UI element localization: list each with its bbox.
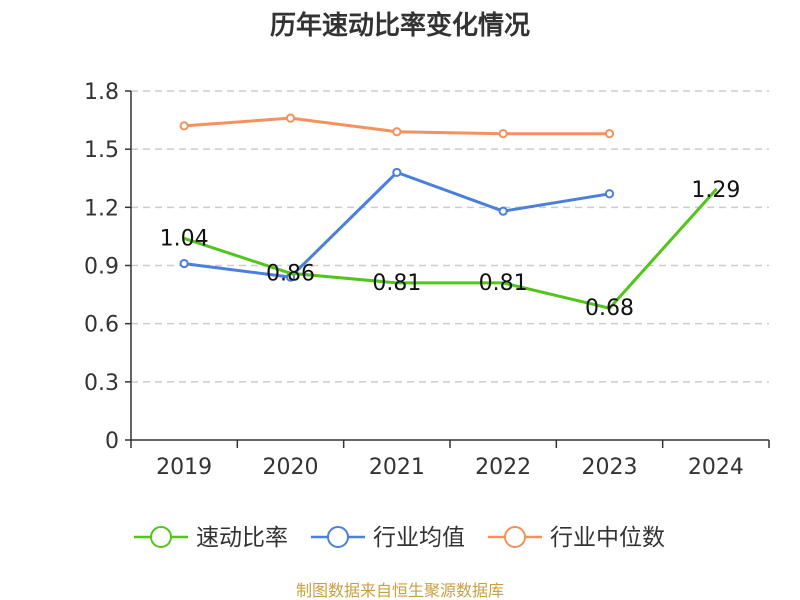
y-tick-label-4: 1.2: [84, 196, 119, 221]
series-3-point-2019[interactable]: [179, 121, 189, 131]
data-label-2020: 0.86: [266, 261, 315, 286]
y-tick-label-5: 1.5: [84, 138, 119, 163]
grid-lines: [131, 90, 769, 383]
series-2-point-2019[interactable]: [179, 258, 189, 269]
series-2-point-2022[interactable]: [498, 206, 508, 216]
legend[interactable]: 速动比率 行业均值 行业中位数: [134, 525, 665, 551]
axes: 0 0.3 0.6 0.9 1.2 1.5 1.8 2019 2020 2021 2022 2023 2…: [84, 80, 770, 480]
legend-swatch-marker-1: [150, 526, 172, 548]
series-3-point-2020[interactable]: [285, 113, 296, 123]
x-tick-label-2024: 2024: [688, 455, 744, 480]
series-3-point-2023[interactable]: [604, 129, 615, 139]
legend-item-3[interactable]: 行业中位数: [488, 525, 665, 551]
series-line-1: [182, 188, 718, 310]
legend-swatch-marker-2: [327, 526, 349, 548]
source-note: 制图数据来自恒生聚源数据库: [296, 581, 504, 600]
data-label-2024: 1.29: [691, 178, 740, 203]
x-tick-label-2019: 2019: [156, 455, 212, 480]
series-3-point-2021[interactable]: [392, 127, 402, 137]
legend-item-2[interactable]: 行业均值: [311, 525, 465, 551]
y-tick-label-3: 0.9: [84, 255, 119, 280]
chart-title: 历年速动比率变化情况: [270, 10, 530, 41]
y-tick-label-1: 0.3: [84, 371, 119, 396]
y-tick-label-6: 1.8: [84, 80, 119, 105]
series-2-point-2023[interactable]: [604, 189, 615, 199]
legend-item-1[interactable]: 速动比率: [134, 525, 288, 551]
legend-label-3: 行业中位数: [550, 525, 665, 551]
data-labels: 1.04 0.86 0.81 0.81 0.68 1.29: [160, 178, 741, 321]
series-3-point-2022[interactable]: [498, 129, 508, 139]
legend-label-2: 行业均值: [373, 525, 465, 551]
legend-swatch-marker-3: [504, 526, 526, 548]
data-label-2019: 1.04: [160, 226, 209, 251]
data-label-2022: 0.81: [479, 271, 528, 296]
y-tick-label-0: 0: [105, 429, 119, 454]
series-2-point-2021[interactable]: [392, 167, 402, 178]
series-lines: [179, 113, 718, 310]
data-label-2023: 0.68: [585, 296, 634, 321]
series-line-2: [182, 170, 611, 279]
data-label-2021: 0.81: [372, 271, 421, 296]
legend-label-1: 速动比率: [196, 525, 288, 551]
x-tick-label-2020: 2020: [263, 455, 319, 480]
y-tick-label-2: 0.6: [84, 313, 119, 338]
x-tick-label-2022: 2022: [475, 455, 531, 480]
x-tick-label-2021: 2021: [369, 455, 425, 480]
x-tick-label-2023: 2023: [582, 455, 638, 480]
